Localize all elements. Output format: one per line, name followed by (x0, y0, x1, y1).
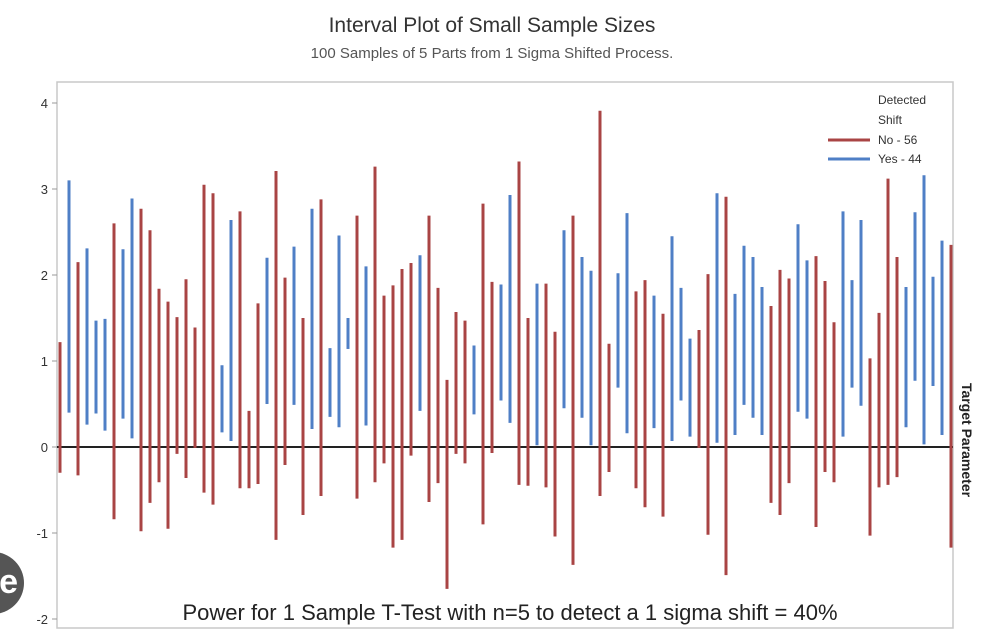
y-tick-label: -2 (36, 612, 48, 627)
intervals (58, 110, 953, 589)
y-tick-label: -1 (36, 526, 48, 541)
legend-label-no: No - 56 (878, 133, 918, 147)
legend-title-line2: Shift (878, 113, 903, 127)
legend-title: Detected (878, 93, 926, 107)
y-tick-label: 4 (41, 96, 48, 111)
legend-label-yes: Yes - 44 (878, 152, 922, 166)
legend: Detected Shift No - 56 Yes - 44 (828, 93, 926, 166)
right-axis-label: Target Parameter (959, 383, 975, 498)
chart-title: Interval Plot of Small Sample Sizes (328, 14, 656, 37)
plot-frame (56, 81, 954, 629)
y-tick-label: 0 (41, 440, 48, 455)
power-annotation: Power for 1 Sample T-Test with n=5 to de… (182, 600, 837, 625)
badge-glyph: e (0, 563, 18, 601)
y-axis: -2 -1 0 1 2 3 4 (36, 96, 57, 627)
y-tick-label: 2 (41, 268, 48, 283)
y-tick-label: 1 (41, 354, 48, 369)
chart-subtitle: 100 Samples of 5 Parts from 1 Sigma Shif… (310, 45, 674, 62)
y-tick-label: 3 (41, 182, 48, 197)
